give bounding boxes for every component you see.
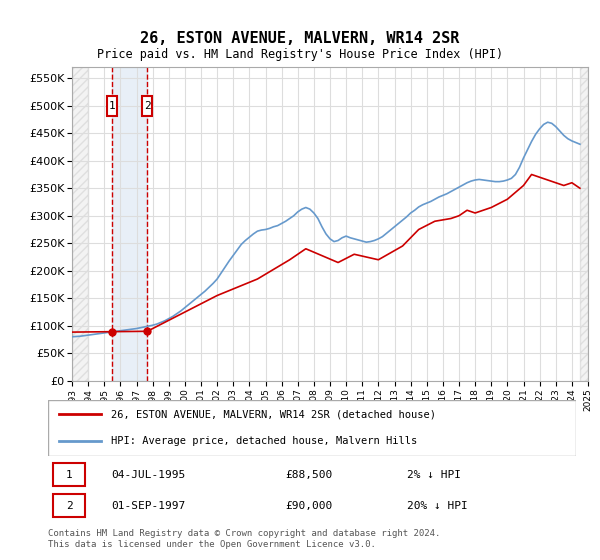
Bar xyxy=(72,67,88,381)
FancyBboxPatch shape xyxy=(53,494,85,517)
Bar xyxy=(580,67,588,381)
Text: 1: 1 xyxy=(66,470,73,480)
Text: £88,500: £88,500 xyxy=(286,470,333,480)
FancyBboxPatch shape xyxy=(142,96,152,115)
Text: 04-JUL-1995: 04-JUL-1995 xyxy=(112,470,185,480)
Text: 20% ↓ HPI: 20% ↓ HPI xyxy=(407,501,468,511)
Text: Price paid vs. HM Land Registry's House Price Index (HPI): Price paid vs. HM Land Registry's House … xyxy=(97,48,503,60)
Text: 2: 2 xyxy=(144,101,151,111)
FancyBboxPatch shape xyxy=(48,400,576,456)
Text: 2: 2 xyxy=(66,501,73,511)
Text: HPI: Average price, detached house, Malvern Hills: HPI: Average price, detached house, Malv… xyxy=(112,436,418,446)
Text: 1: 1 xyxy=(109,101,116,111)
Text: 01-SEP-1997: 01-SEP-1997 xyxy=(112,501,185,511)
FancyBboxPatch shape xyxy=(53,463,85,486)
Text: Contains HM Land Registry data © Crown copyright and database right 2024.
This d: Contains HM Land Registry data © Crown c… xyxy=(48,529,440,549)
Text: 26, ESTON AVENUE, MALVERN, WR14 2SR (detached house): 26, ESTON AVENUE, MALVERN, WR14 2SR (det… xyxy=(112,409,436,419)
Bar xyxy=(112,67,148,381)
Bar xyxy=(580,67,588,381)
Bar xyxy=(72,67,88,381)
Text: 2% ↓ HPI: 2% ↓ HPI xyxy=(407,470,461,480)
FancyBboxPatch shape xyxy=(107,96,117,115)
Text: 26, ESTON AVENUE, MALVERN, WR14 2SR: 26, ESTON AVENUE, MALVERN, WR14 2SR xyxy=(140,31,460,46)
Text: £90,000: £90,000 xyxy=(286,501,333,511)
